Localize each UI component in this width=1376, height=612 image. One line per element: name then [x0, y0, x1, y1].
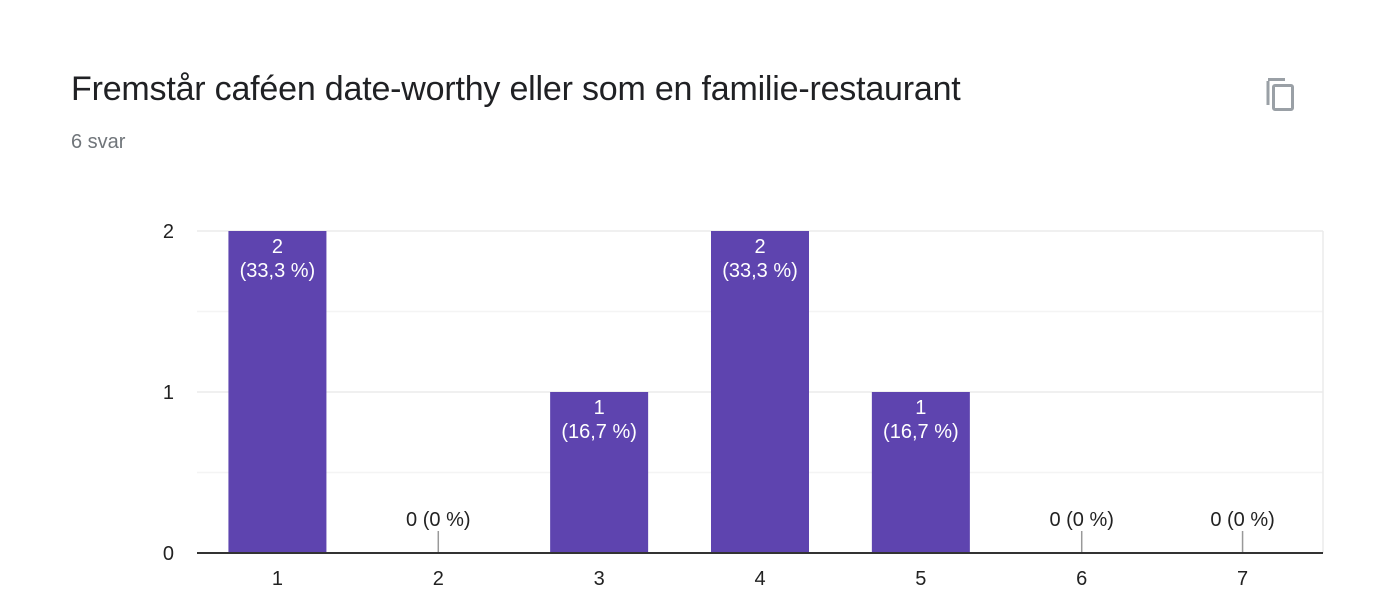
bar-data-label: (33,3 %): [240, 260, 316, 282]
x-tick-label: 3: [594, 568, 605, 590]
x-tick-label: 7: [1237, 568, 1248, 590]
y-tick-label: 1: [163, 382, 174, 404]
copy-chart-button[interactable]: [1258, 72, 1302, 116]
x-tick-label: 1: [272, 568, 283, 590]
bar-data-label: 0 (0 %): [406, 509, 470, 531]
bar: [228, 231, 327, 553]
bar-data-label: 2: [754, 236, 765, 258]
x-tick-label: 5: [915, 568, 926, 590]
bar-data-label: (16,7 %): [561, 421, 637, 443]
response-count: 6 svar: [71, 131, 126, 153]
y-tick-label: 0: [163, 543, 174, 565]
bar: [711, 231, 809, 553]
x-tick-label: 4: [754, 568, 765, 590]
y-tick-label: 2: [163, 221, 174, 243]
bar-data-label: 0 (0 %): [1049, 509, 1113, 531]
x-tick-label: 2: [433, 568, 444, 590]
bar: [550, 392, 649, 553]
bar-data-label: 1: [594, 397, 605, 419]
bar-data-label: (16,7 %): [883, 421, 959, 443]
bar: [871, 392, 970, 553]
bar-data-label: (33,3 %): [722, 260, 798, 282]
bar-data-label: 2: [272, 236, 283, 258]
chart-title: Fremstår caféen date-worthy eller som en…: [71, 70, 961, 108]
copy-icon: [1266, 78, 1294, 111]
x-tick-label: 6: [1076, 568, 1087, 590]
bar-data-label: 1: [915, 397, 926, 419]
bar-data-label: 0 (0 %): [1210, 509, 1274, 531]
